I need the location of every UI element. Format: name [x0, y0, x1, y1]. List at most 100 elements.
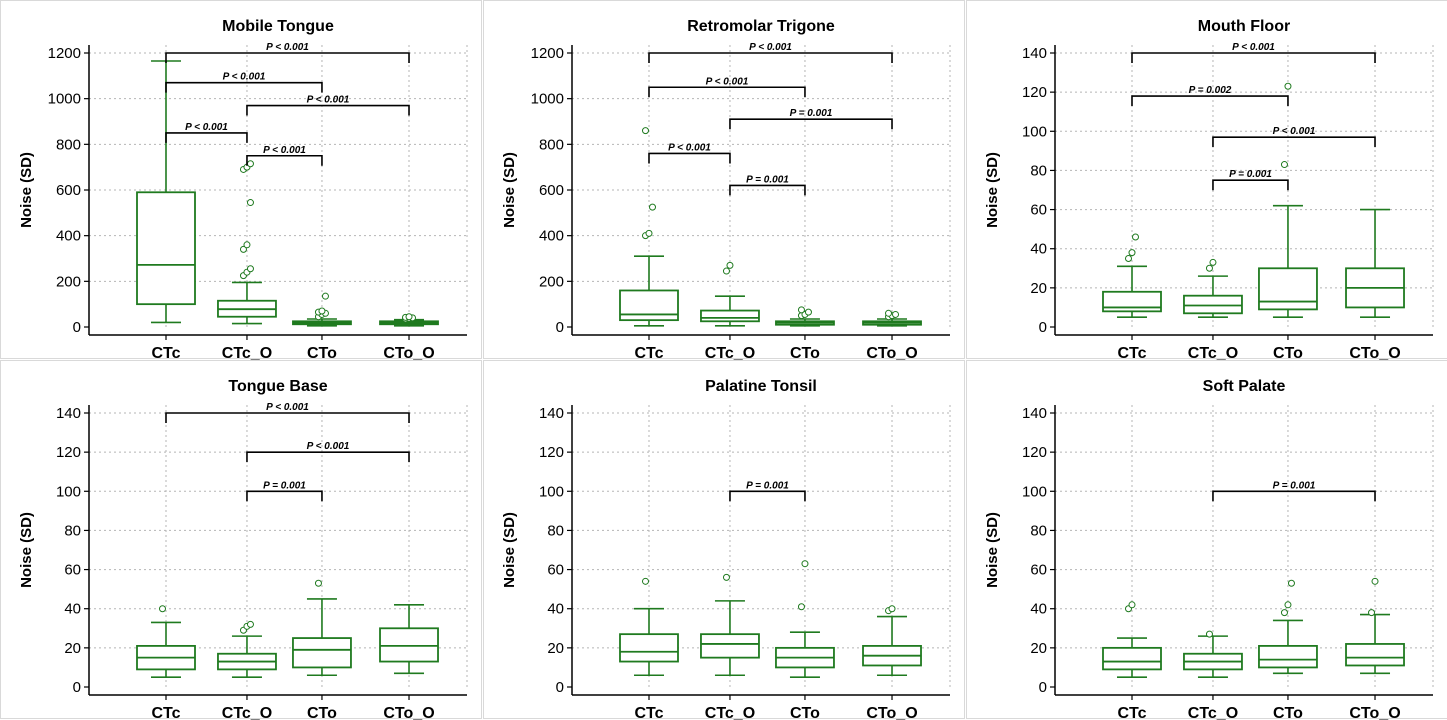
y-tick-label: 0: [73, 679, 81, 696]
y-tick-label: 140: [56, 405, 81, 422]
p-value-label: P = 0.001: [1273, 480, 1316, 491]
bracket-line: [1131, 52, 1376, 63]
p-value-label: P = 0.002: [1189, 85, 1232, 96]
outlier-point: [246, 620, 254, 628]
y-tick-label: 60: [1030, 202, 1047, 219]
box-group: [862, 605, 922, 677]
outlier-point: [1280, 609, 1288, 617]
box: [136, 191, 196, 306]
y-tick-label: 40: [1030, 601, 1047, 618]
bracket-line: [165, 81, 323, 93]
chart-svg: Retromolar Trigone Noise (SD) 0 200 400 600 80…: [501, 18, 951, 362]
x-tick-label: CTo: [790, 705, 820, 720]
box-group: [217, 620, 277, 679]
box: [1102, 646, 1162, 671]
box-group: [136, 60, 196, 324]
y-tick-label: 100: [1022, 483, 1047, 500]
outlier-point: [1284, 82, 1292, 90]
x-tick-label: CTc_O: [705, 345, 755, 362]
outlier-point: [797, 603, 805, 611]
significance-bracket: P = 0.001: [1212, 169, 1289, 191]
y-tick-label: 120: [1022, 84, 1047, 101]
significance-bracket: P = 0.001: [729, 174, 806, 196]
y-tick-label: 200: [56, 273, 81, 290]
outlier-point: [726, 261, 734, 269]
significance-bracket: P < 0.001: [246, 441, 410, 463]
outlier-point: [645, 229, 653, 237]
box-group: [1258, 579, 1318, 675]
outlier-point: [1124, 255, 1132, 262]
box-group: [619, 127, 679, 327]
chart-svg: Mobile Tongue Noise (SD) 0 200 400 600 800 1000…: [18, 18, 468, 362]
outlier-point: [1205, 264, 1213, 272]
outlier-point: [246, 160, 254, 168]
p-value-label: P < 0.001: [223, 72, 266, 83]
box-group: [775, 306, 835, 327]
y-axis-label: Noise (SD): [501, 512, 518, 588]
significance-bracket: P = 0.001: [729, 480, 806, 502]
y-axis-label: Noise (SD): [984, 152, 1001, 228]
x-tick-label: CTc_O: [1188, 345, 1238, 362]
bracket-line: [648, 86, 806, 98]
chart-svg: Tongue Base Noise (SD) 0 20 40 60 80 100 120 140 C…: [18, 378, 468, 720]
p-value-label: P = 0.001: [790, 108, 833, 119]
significance-bracket: P = 0.001: [729, 108, 893, 130]
outlier-point: [314, 579, 322, 587]
y-tick-label: 0: [73, 319, 81, 336]
chart-title: Tongue Base: [228, 378, 327, 395]
significance-bracket: P < 0.001: [1212, 126, 1376, 148]
chart-title: Retromolar Trigone: [687, 18, 835, 35]
bracket-line: [729, 184, 806, 196]
p-value-label: P < 0.001: [1273, 126, 1316, 137]
significance-bracket: P < 0.001: [165, 42, 410, 63]
chart-title: Mobile Tongue: [222, 18, 334, 35]
y-tick-label: 200: [539, 273, 564, 290]
y-axis-label: Noise (SD): [18, 152, 35, 228]
box-group: [1183, 630, 1243, 679]
box: [700, 633, 760, 659]
y-tick-label: 40: [1030, 241, 1047, 258]
x-tick-label: CTo_O: [383, 705, 434, 720]
outlier-point: [1128, 249, 1136, 257]
box-group: [1258, 82, 1318, 319]
y-tick-label: 1000: [531, 91, 564, 108]
outlier-point: [641, 127, 649, 135]
p-value-label: P = 0.001: [746, 480, 789, 491]
box-group: [1345, 577, 1405, 675]
y-axis-label: Noise (SD): [984, 512, 1001, 588]
x-tick-label: CTo: [1273, 345, 1303, 362]
significance-bracket: P < 0.001: [246, 95, 410, 116]
y-tick-label: 60: [547, 562, 564, 579]
bracket-line: [1212, 490, 1376, 502]
y-tick-label: 0: [556, 319, 564, 336]
outlier-point: [885, 309, 893, 317]
chart-panel: Retromolar Trigone Noise (SD) 0 200 400 600 80…: [483, 0, 965, 362]
outlier-point: [801, 560, 809, 568]
outlier-point: [722, 267, 730, 275]
box-group: [619, 577, 679, 677]
y-tick-label: 120: [56, 444, 81, 461]
bracket-line: [165, 52, 410, 63]
y-tick-label: 600: [539, 182, 564, 199]
outlier-point: [243, 241, 251, 249]
significance-bracket: P < 0.001: [648, 76, 806, 98]
significance-bracket: P < 0.001: [165, 402, 410, 423]
outlier-point: [892, 310, 900, 318]
box-group: [379, 313, 439, 327]
outlier-point: [246, 265, 254, 273]
x-tick-label: CTo_O: [1349, 705, 1400, 720]
box-group: [136, 605, 196, 679]
y-tick-label: 800: [56, 136, 81, 153]
significance-bracket: P < 0.001: [648, 142, 731, 164]
y-tick-label: 100: [539, 483, 564, 500]
significance-bracket: P < 0.001: [165, 122, 248, 143]
y-tick-label: 20: [1030, 640, 1047, 657]
box-group: [217, 160, 277, 325]
box-group: [862, 309, 922, 327]
chart-svg: Soft Palate Noise (SD) 0 20 40 60 80 100 120 140 C…: [984, 378, 1434, 720]
outlier-point: [1368, 609, 1376, 617]
box: [1258, 644, 1318, 669]
x-tick-label: CTc_O: [222, 705, 272, 720]
p-value-label: P < 0.001: [266, 42, 309, 53]
y-tick-label: 80: [64, 522, 81, 539]
